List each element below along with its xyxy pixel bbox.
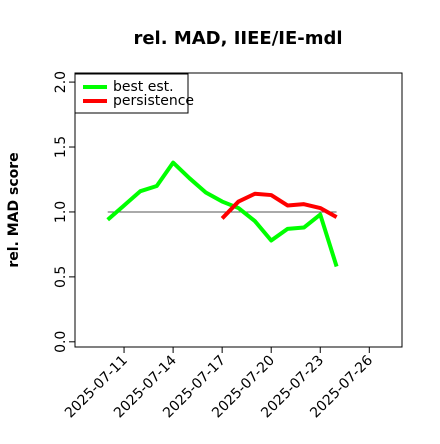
chart-title: rel. MAD, IIEE/IE-mdl [133,28,342,49]
legend-box [74,73,189,114]
series-line [106,160,339,268]
y-axis-label: rel. MAD score [6,152,22,267]
y-tick-label: 0.5 [53,266,69,288]
plot-frame [74,72,403,348]
y-tick-label: 1.5 [53,136,69,158]
series-line [220,191,338,220]
y-tick-label: 1.0 [53,201,69,223]
legend-label: persistence [113,93,194,109]
legend-label: best est. [113,79,174,95]
y-tick-label: 2.0 [53,71,69,93]
y-tick-label: 0.0 [53,331,69,353]
